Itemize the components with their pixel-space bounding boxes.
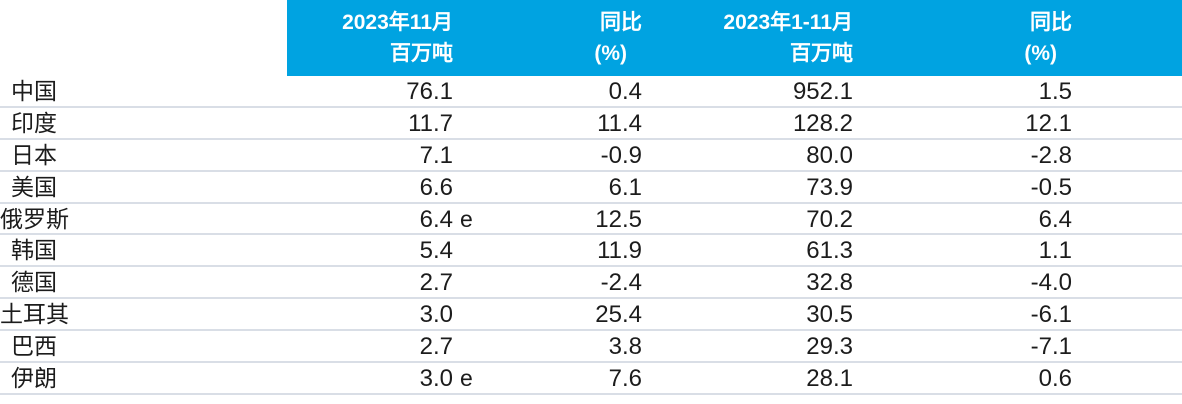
ytd-value-cell: 952.1 bbox=[792, 78, 853, 105]
nov-value-cell: 6.6 bbox=[419, 173, 453, 201]
yoy-ytd-cell: 1.5 bbox=[1038, 78, 1072, 105]
column-header-ytd: 2023年1-11月 百万吨 bbox=[642, 7, 853, 69]
yoy-ytd-cell: 0.6 bbox=[1038, 365, 1072, 393]
yoy-ytd-cell: -0.5 bbox=[1030, 173, 1072, 201]
table-row: 俄罗斯 6.4 e 12.5 70.2 6.4 bbox=[0, 204, 1182, 236]
ytd-value-cell: 128.2 bbox=[792, 109, 853, 137]
column-header-yoy-nov-label: 同比 bbox=[600, 11, 642, 34]
country-cell: 印度 bbox=[11, 109, 57, 136]
yoy-ytd-cell: 6.4 bbox=[1038, 205, 1072, 233]
row-right-spacer bbox=[1072, 76, 1182, 106]
column-header-ytd-unit: 百万吨 bbox=[790, 42, 853, 65]
row-right-spacer bbox=[1072, 235, 1182, 265]
column-header-yoy-ytd-label: 同比 bbox=[1030, 11, 1072, 34]
ytd-value-cell: 61.3 bbox=[806, 237, 853, 265]
column-header-yoy-ytd-unit: (%) bbox=[1024, 42, 1057, 65]
country-cell: 韩国 bbox=[11, 237, 57, 264]
row-right-spacer bbox=[1072, 140, 1182, 170]
yoy-ytd-cell: -6.1 bbox=[1030, 301, 1072, 329]
nov-value-cell: 5.4 bbox=[419, 237, 453, 265]
table-row: 韩国 5.4 11.9 61.3 1.1 bbox=[0, 235, 1182, 268]
ytd-value-cell: 73.9 bbox=[806, 173, 853, 201]
header-background bbox=[287, 0, 1182, 76]
row-right-spacer bbox=[1072, 363, 1182, 393]
ytd-value-cell: 29.3 bbox=[806, 333, 853, 361]
estimate-flag-cell bbox=[453, 76, 483, 106]
row-right-spacer bbox=[1072, 331, 1182, 361]
nov-value-cell: 76.1 bbox=[406, 78, 453, 105]
column-header-nov-period: 2023年11月 bbox=[342, 11, 453, 34]
row-right-spacer bbox=[1072, 267, 1182, 297]
estimate-flag-column-spacer bbox=[453, 7, 483, 69]
estimate-flag-cell bbox=[453, 267, 483, 297]
nov-value-cell: 7.1 bbox=[419, 141, 453, 169]
estimate-flag-cell bbox=[453, 331, 483, 361]
nov-value-cell: 6.4 bbox=[419, 205, 453, 233]
table-row: 伊朗 3.0 e 7.6 28.1 0.6 bbox=[0, 363, 1182, 395]
yoy-nov-cell: 3.8 bbox=[608, 333, 642, 361]
yoy-nov-cell: 11.4 bbox=[597, 109, 642, 137]
estimate-flag-cell bbox=[453, 235, 483, 265]
yoy-nov-cell: 6.1 bbox=[608, 173, 642, 201]
estimate-flag-cell bbox=[453, 172, 483, 202]
estimate-flag-cell: e bbox=[460, 205, 473, 232]
yoy-nov-cell: 12.5 bbox=[595, 205, 642, 233]
country-cell: 俄罗斯 bbox=[0, 205, 69, 232]
yoy-ytd-cell: -4.0 bbox=[1030, 269, 1072, 297]
column-header-yoy-nov: 同比 (%) bbox=[483, 7, 642, 69]
yoy-ytd-cell: -2.8 bbox=[1030, 141, 1072, 169]
country-cell: 巴西 bbox=[11, 333, 57, 360]
table-row: 巴西 2.7 3.8 29.3 -7.1 bbox=[0, 331, 1182, 364]
nov-value-cell: 2.7 bbox=[419, 269, 453, 297]
ytd-value-cell: 28.1 bbox=[806, 365, 853, 393]
table-row: 美国 6.6 6.1 73.9 -0.5 bbox=[0, 172, 1182, 204]
row-right-spacer bbox=[1072, 172, 1182, 202]
column-header-yoy-ytd: 同比 (%) bbox=[853, 7, 1072, 69]
yoy-nov-cell: 0.4 bbox=[608, 78, 642, 105]
yoy-nov-cell: -0.9 bbox=[600, 141, 642, 169]
country-cell: 德国 bbox=[11, 269, 57, 296]
yoy-nov-cell: -2.4 bbox=[600, 269, 642, 297]
table-row: 中国 76.1 0.4 952.1 1.5 bbox=[0, 76, 1182, 108]
country-cell: 美国 bbox=[11, 173, 57, 200]
column-header-nov: 2023年11月 百万吨 bbox=[68, 7, 453, 69]
estimate-flag-cell bbox=[453, 299, 483, 329]
nov-value-cell: 3.0 bbox=[419, 365, 453, 393]
yoy-nov-cell: 25.4 bbox=[595, 301, 642, 329]
country-column-spacer bbox=[0, 7, 68, 69]
column-header-nov-unit: 百万吨 bbox=[390, 42, 453, 65]
row-right-spacer bbox=[1072, 299, 1182, 329]
yoy-ytd-cell: -7.1 bbox=[1030, 333, 1072, 361]
yoy-nov-cell: 7.6 bbox=[608, 365, 642, 393]
estimate-flag-cell: e bbox=[460, 365, 473, 392]
ytd-value-cell: 70.2 bbox=[806, 205, 853, 233]
table-row: 土耳其 3.0 25.4 30.5 -6.1 bbox=[0, 299, 1182, 332]
column-header-ytd-period: 2023年1-11月 bbox=[723, 11, 853, 34]
country-cell: 日本 bbox=[11, 141, 57, 168]
yoy-nov-cell: 11.9 bbox=[597, 237, 642, 265]
row-right-spacer bbox=[1072, 108, 1182, 138]
row-right-spacer bbox=[1072, 204, 1182, 234]
header-right-spacer bbox=[1072, 7, 1182, 69]
ytd-value-cell: 30.5 bbox=[806, 301, 853, 329]
estimate-flag-cell bbox=[453, 140, 483, 170]
country-cell: 中国 bbox=[11, 78, 57, 104]
table-row: 印度 11.7 11.4 128.2 12.1 bbox=[0, 108, 1182, 140]
ytd-value-cell: 32.8 bbox=[806, 269, 853, 297]
table-body: 中国 76.1 0.4 952.1 1.5 印度 11.7 11.4 128.2… bbox=[0, 76, 1182, 395]
table-row: 日本 7.1 -0.9 80.0 -2.8 bbox=[0, 140, 1182, 172]
ytd-value-cell: 80.0 bbox=[806, 141, 853, 169]
table-row: 德国 2.7 -2.4 32.8 -4.0 bbox=[0, 267, 1182, 300]
nov-value-cell: 3.0 bbox=[419, 301, 453, 329]
country-cell: 土耳其 bbox=[0, 301, 69, 328]
column-header-yoy-nov-unit: (%) bbox=[594, 42, 627, 65]
nov-value-cell: 11.7 bbox=[408, 109, 453, 137]
table-header: 2023年11月 百万吨 同比 (%) 2023年1-11月 百万吨 同比 (%… bbox=[0, 0, 1182, 76]
estimate-flag-cell bbox=[453, 108, 483, 138]
yoy-ytd-cell: 12.1 bbox=[1025, 109, 1072, 137]
yoy-ytd-cell: 1.1 bbox=[1038, 237, 1072, 265]
nov-value-cell: 2.7 bbox=[419, 333, 453, 361]
country-cell: 伊朗 bbox=[11, 365, 57, 392]
